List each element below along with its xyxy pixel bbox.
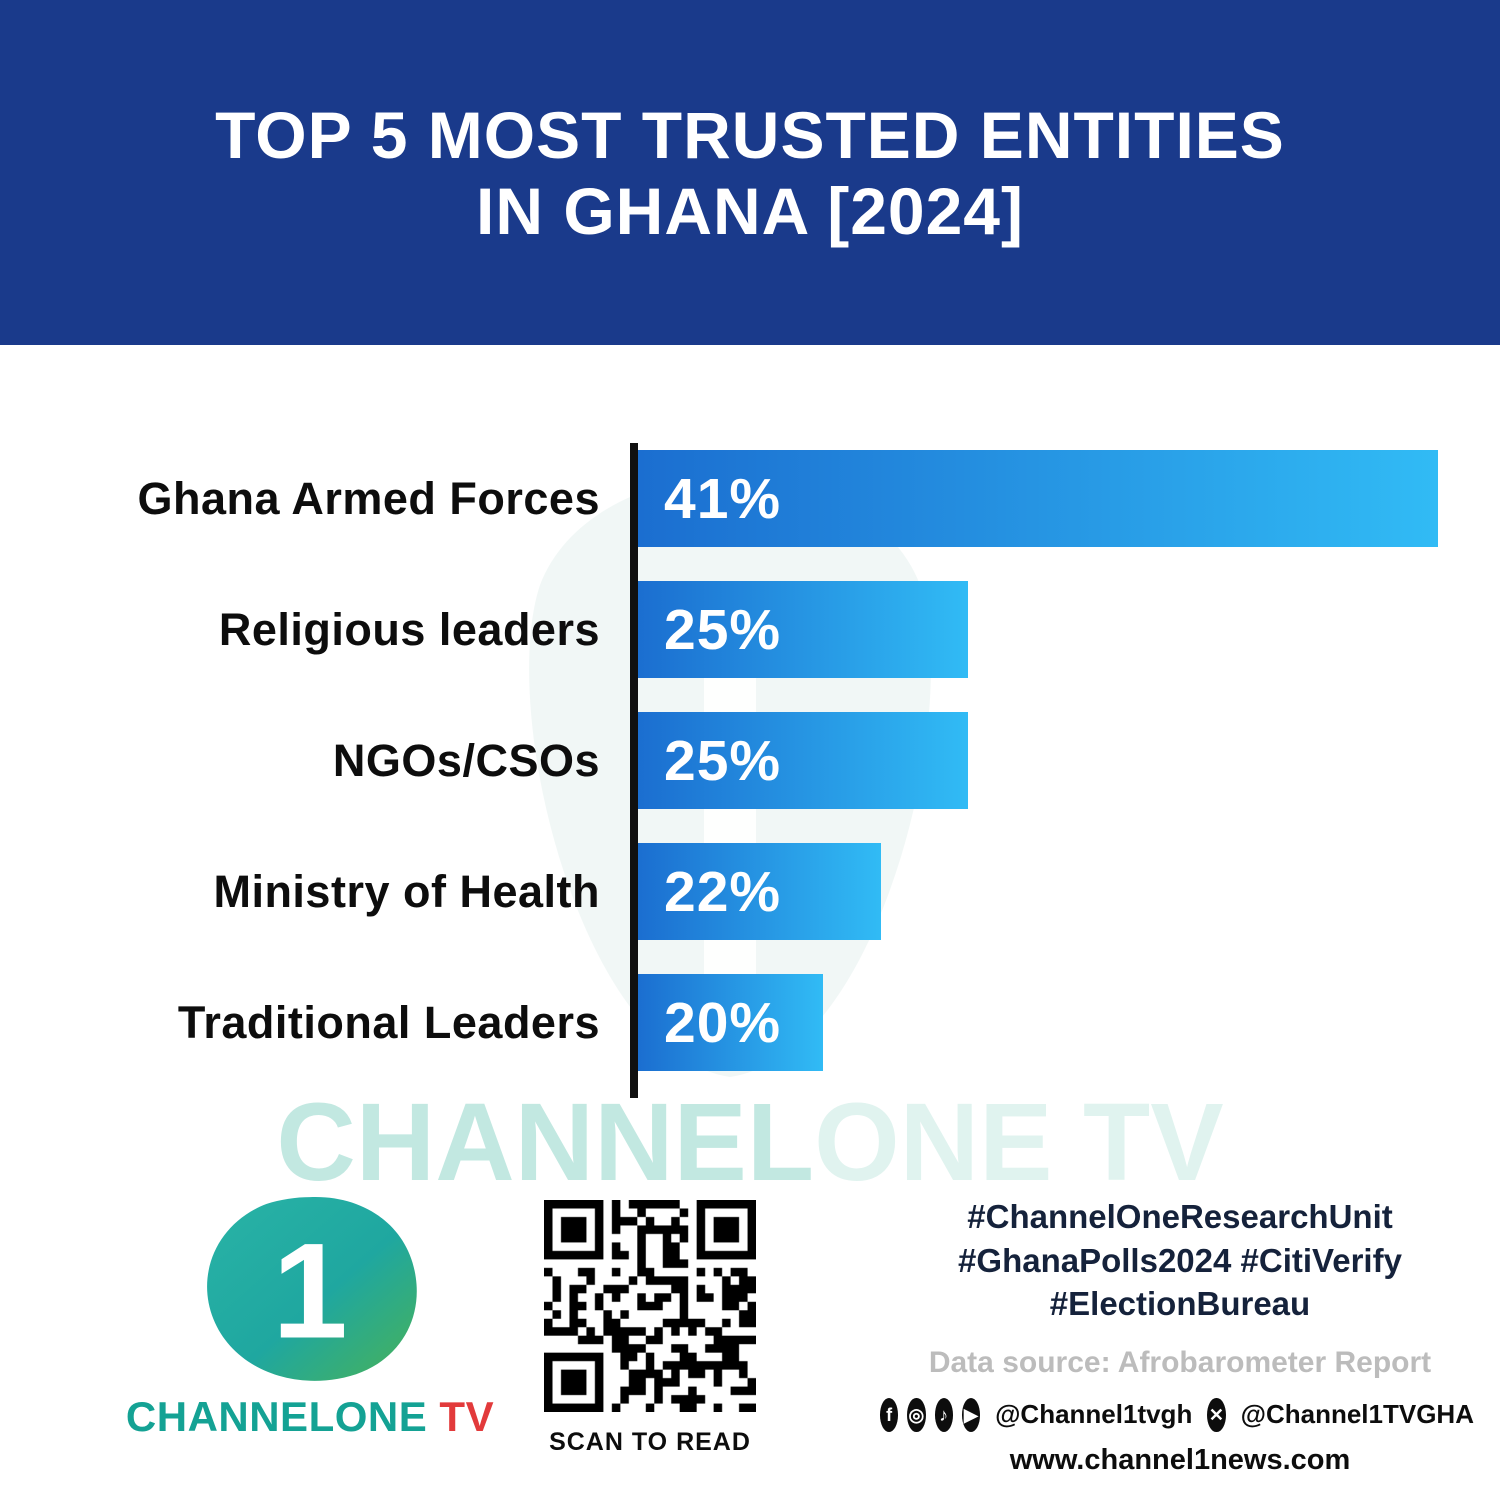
brand-channelone: CHANNELONE (125, 1393, 428, 1440)
data-source-note: Data source: Afrobarometer Report (928, 1345, 1432, 1379)
page-title-line1: TOP 5 MOST TRUSTED ENTITIES (215, 97, 1285, 172)
channelone-text-watermark: CHANNELONE TV (0, 1088, 1500, 1198)
page-title-line2: IN GHANA [2024] (476, 173, 1024, 248)
qr-block: SCAN TO READ (538, 1200, 762, 1457)
bar: 25% (638, 581, 968, 678)
social-handle-primary: @Channel1tvgh (995, 1399, 1193, 1430)
category-label: Religious leaders (218, 603, 600, 655)
logo-digit: 1 (272, 1214, 347, 1366)
brand-tv: TV (427, 1393, 495, 1440)
hashtag-line-2: #GhanaPolls2024 #CitiVerify (958, 1241, 1402, 1279)
watermark-part2: ONE TV (814, 1081, 1224, 1204)
chart-row: NGOs/CSOs 25% (0, 712, 1500, 809)
bar: 41% (638, 450, 1438, 547)
channel-one-logo-block: 1 CHANNELONE TV (120, 1190, 500, 1441)
category-label: Ghana Armed Forces (137, 472, 600, 524)
website-url: www.channel1news.com (1009, 1443, 1351, 1476)
category-label: Traditional Leaders (177, 996, 600, 1048)
channel-one-logo-icon: 1 (207, 1197, 417, 1381)
hashtag-line-1: #ChannelOneResearchUnit (967, 1198, 1393, 1235)
bar: 22% (638, 843, 881, 940)
youtube-icon: ▶ (961, 1397, 981, 1432)
bar: 20% (638, 974, 823, 1071)
bar-value-label: 25% (664, 728, 782, 793)
bar-value-label: 20% (664, 990, 782, 1055)
bar: 25% (638, 712, 968, 809)
category-label: NGOs/CSOs (332, 734, 600, 786)
chart-axis-line (630, 443, 638, 1098)
social-handle-x: @Channel1TVGHA (1240, 1399, 1474, 1430)
chart-row: Traditional Leaders 20% (0, 974, 1500, 1071)
meta-block: #ChannelOneResearchUnit #GhanaPolls2024 … (880, 1195, 1480, 1477)
brand-wordmark: CHANNELONE TV (120, 1393, 500, 1441)
qr-code (544, 1200, 756, 1412)
instagram-icon: ◎ (907, 1397, 926, 1432)
bar-chart: Ghana Armed Forces 41% Religious leaders… (0, 450, 1500, 1105)
bar-value-label: 25% (664, 597, 782, 662)
tiktok-icon: ♪ (934, 1397, 953, 1432)
chart-row: Ministry of Health 22% (0, 843, 1500, 940)
bar-value-label: 22% (664, 859, 782, 924)
qr-caption: SCAN TO READ (549, 1428, 751, 1456)
watermark-part1: CHANNEL (276, 1081, 815, 1204)
social-row: f ◎ ♪ ▶ @Channel1tvgh ✕ @Channel1TVGHA (880, 1397, 1480, 1432)
chart-row: Religious leaders 25% (0, 581, 1500, 678)
hashtag-line-3: #ElectionBureau (1049, 1285, 1311, 1323)
chart-row: Ghana Armed Forces 41% (0, 450, 1500, 547)
header-banner: TOP 5 MOST TRUSTED ENTITIES IN GHANA [20… (0, 0, 1500, 345)
x-icon: ✕ (1207, 1397, 1226, 1432)
category-label: Ministry of Health (213, 865, 600, 917)
facebook-icon: f (880, 1397, 899, 1432)
bar-value-label: 41% (664, 466, 782, 531)
